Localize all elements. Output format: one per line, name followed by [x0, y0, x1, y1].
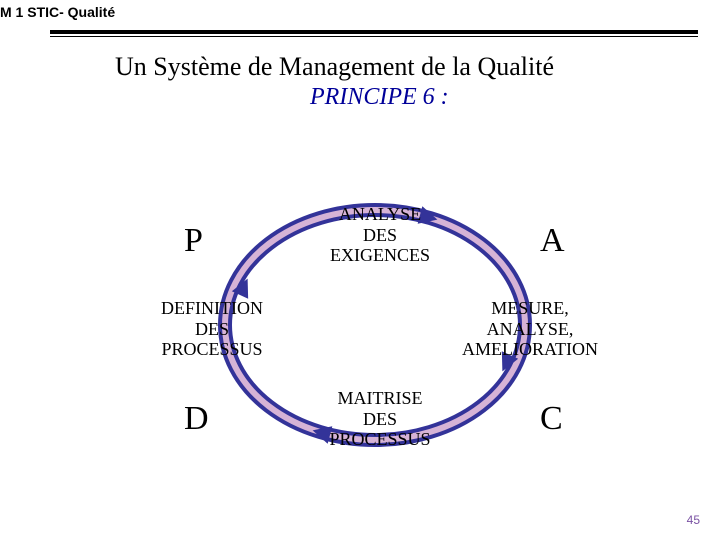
letter-c: C	[540, 400, 563, 438]
letter-a: A	[540, 222, 565, 260]
rule-thick	[50, 30, 698, 34]
page-number: 45	[687, 513, 700, 527]
page-title: Un Système de Management de la Qualité	[115, 52, 554, 82]
letter-p: P	[184, 222, 203, 260]
box-left: DEFINITION DES PROCESSUS	[142, 298, 282, 360]
rule-thin	[50, 36, 698, 37]
slide-page: M 1 STIC- Qualité Un Système de Manageme…	[0, 0, 718, 537]
page-subtitle: PRINCIPE 6 :	[310, 84, 449, 111]
course-label: M 1 STIC- Qualité	[0, 4, 115, 20]
box-top: ANALYSE DES EXIGENCES	[310, 204, 450, 266]
box-bottom: MAITRISE DES PROCESSUS	[305, 388, 455, 450]
header-rule	[50, 30, 698, 37]
letter-d: D	[184, 400, 209, 438]
box-right: MESURE, ANALYSE, AMELIORATION	[445, 298, 615, 360]
pdca-diagram: P A D C ANALYSE DES EXIGENCES MESURE, AN…	[160, 160, 590, 490]
